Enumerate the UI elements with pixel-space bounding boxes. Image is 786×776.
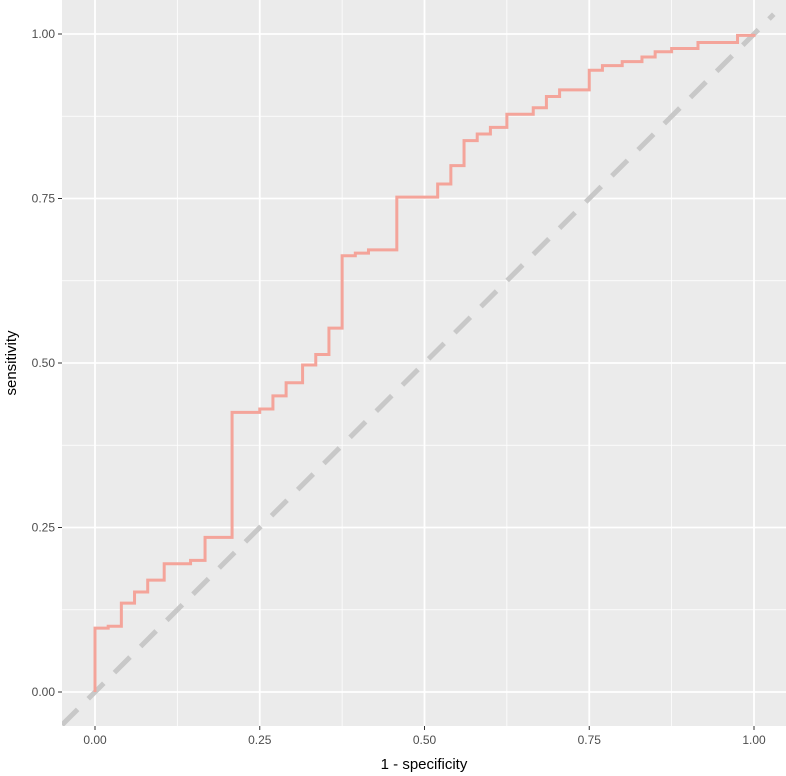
x-tick-label: 0.75 bbox=[578, 733, 602, 747]
y-tick-label: 0.00 bbox=[32, 685, 56, 699]
reference-diagonal-line bbox=[62, 12, 776, 726]
x-tick-label: 0.25 bbox=[248, 733, 272, 747]
axis-ticks bbox=[58, 33, 755, 730]
y-tick-label: 0.75 bbox=[32, 192, 56, 206]
y-tick-label: 1.00 bbox=[32, 27, 56, 41]
x-tick-label: 0.50 bbox=[413, 733, 437, 747]
x-tick-label: 0.00 bbox=[83, 733, 107, 747]
y-tick-label: 0.25 bbox=[32, 521, 56, 535]
axis-tick-labels: 0.00 0.00 0.25 0.25 0.50 0.50 0.75 0.75 1.00 1.00 bbox=[32, 27, 766, 747]
x-axis-title: 1 - specificity bbox=[381, 756, 468, 773]
major-gridlines bbox=[62, 0, 786, 726]
roc-curve-line bbox=[93, 33, 756, 692]
y-axis-title: sensitivity bbox=[3, 330, 20, 396]
x-tick-label: 1.00 bbox=[742, 733, 766, 747]
y-tick-label: 0.50 bbox=[32, 356, 56, 370]
